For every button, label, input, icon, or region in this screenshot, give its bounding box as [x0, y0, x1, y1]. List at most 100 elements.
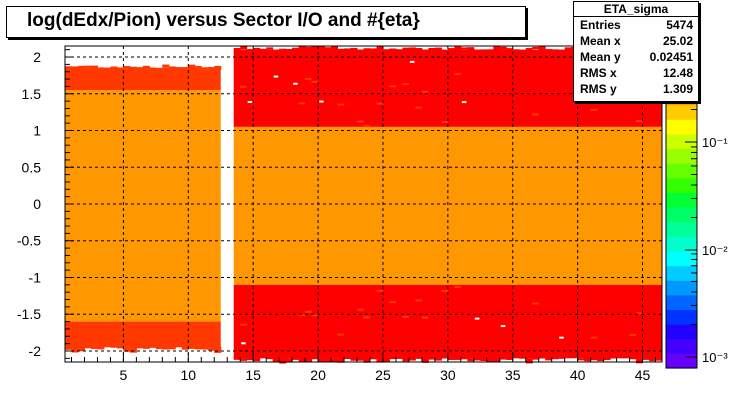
heatmap-bin — [357, 356, 364, 361]
heatmap-bin — [363, 48, 371, 51]
heatmap-bin — [175, 344, 183, 347]
heatmap-bin — [136, 67, 144, 73]
heatmap-bin — [207, 347, 215, 351]
heatmap-bin — [201, 67, 209, 71]
heatmap-bin — [110, 66, 118, 71]
heatmap-bin — [402, 47, 410, 52]
x-tick-label: 40 — [570, 367, 586, 383]
heatmap-bin — [155, 344, 163, 350]
y-tick-label: -1.5 — [17, 306, 41, 322]
heatmap-bin — [415, 106, 422, 109]
heatmap-bin — [188, 64, 196, 71]
heatmap-bin — [473, 49, 481, 53]
heatmap-bin — [597, 357, 605, 362]
heatmap-bin — [545, 356, 553, 361]
heatmap-bin — [376, 289, 383, 292]
heatmap-bin — [564, 354, 572, 358]
heatmap-bin — [272, 356, 280, 362]
heatmap-bin — [636, 312, 643, 315]
heatmap-bin — [454, 354, 462, 360]
heatmap-bin-empty — [293, 82, 298, 85]
heatmap-bin — [97, 343, 105, 350]
heatmap-bin — [337, 357, 345, 363]
stats-value: 5474 — [666, 18, 693, 32]
heatmap-bin — [441, 290, 448, 293]
heatmap-bin — [253, 47, 261, 51]
palette-label: 10⁻³ — [702, 350, 728, 365]
heatmap-bin — [357, 308, 364, 311]
heatmap-bin — [71, 66, 79, 71]
heatmap-bin — [344, 354, 352, 360]
heatmap-bin — [499, 46, 507, 50]
heatmap-bin — [77, 346, 85, 352]
heatmap-bin — [298, 102, 306, 105]
x-tick-label: 10 — [181, 367, 197, 383]
heatmap-bin — [123, 66, 131, 70]
heatmap-bin — [382, 355, 390, 362]
heatmap-bin — [590, 108, 598, 111]
heatmap-bin — [357, 49, 364, 55]
heatmap-bin — [389, 48, 397, 52]
heatmap-bin — [441, 356, 449, 359]
heatmap-bin — [337, 48, 345, 54]
heatmap-bin — [363, 125, 370, 128]
heatmap-bin — [71, 346, 79, 353]
heatmap-bin — [616, 354, 624, 357]
palette-cell — [666, 324, 697, 340]
stats-row: Mean x 25.02 — [574, 33, 698, 49]
stats-box: ETA_sigma Entries 5474 Mean x 25.02 Mean y… — [573, 1, 699, 102]
palette-cell — [666, 309, 697, 325]
heatmap-bin — [512, 49, 520, 54]
heatmap-bin — [162, 64, 170, 68]
heatmap-bin — [136, 345, 144, 349]
heatmap-bin-empty — [247, 100, 253, 103]
heatmap-bin — [240, 323, 247, 326]
palette-cell — [666, 265, 697, 281]
palette-cell — [666, 294, 697, 311]
stats-row: RMS x 12.48 — [574, 65, 698, 81]
heatmap-bin — [207, 67, 215, 73]
heatmap-bin — [551, 356, 559, 360]
heatmap-bin — [584, 357, 592, 362]
heatmap-bin — [649, 357, 657, 362]
heatmap-bin — [532, 354, 540, 360]
heatmap-bin — [389, 85, 396, 88]
heatmap-bin — [233, 47, 241, 54]
x-tick-label: 20 — [310, 367, 326, 383]
heatmap-bin — [311, 80, 319, 83]
heatmap-bin — [571, 355, 579, 358]
heatmap-bin — [285, 48, 293, 53]
heatmap-bin — [162, 345, 170, 350]
heatmap-bin — [318, 358, 326, 362]
heatmap-bin — [129, 346, 137, 353]
heatmap-bin — [350, 47, 358, 51]
heatmap-bin — [441, 49, 449, 54]
y-tick-label: -1 — [29, 269, 42, 285]
heatmap-bin — [116, 67, 124, 74]
x-tick-label: 45 — [635, 367, 651, 383]
heatmap-bin — [214, 346, 222, 353]
palette-label: 10⁻² — [702, 243, 728, 258]
heatmap-bin — [337, 333, 345, 336]
stats-row: Entries 5474 — [574, 17, 698, 33]
heatmap-bin — [538, 46, 546, 52]
heatmap-bin — [473, 356, 481, 361]
heatmap-bin — [454, 46, 462, 53]
heatmap-bin — [123, 346, 131, 352]
heatmap-bin — [402, 315, 409, 318]
heatmap-bin — [623, 355, 631, 359]
heatmap-bin — [363, 357, 371, 363]
heatmap-bin — [610, 355, 618, 359]
heatmap-bin — [525, 358, 533, 364]
heatmap-bin — [558, 355, 566, 359]
x-tick-label: 5 — [120, 367, 128, 383]
heatmap-bin — [525, 48, 533, 53]
heatmap-bin — [538, 354, 546, 359]
heatmap-bin — [577, 358, 585, 361]
palette-cell — [666, 192, 697, 208]
heatmap-bin — [532, 113, 539, 116]
palette-cell — [666, 280, 697, 296]
heatmap-bin — [305, 310, 312, 313]
palette-cell — [666, 250, 697, 267]
heatmap-bin — [311, 314, 319, 317]
